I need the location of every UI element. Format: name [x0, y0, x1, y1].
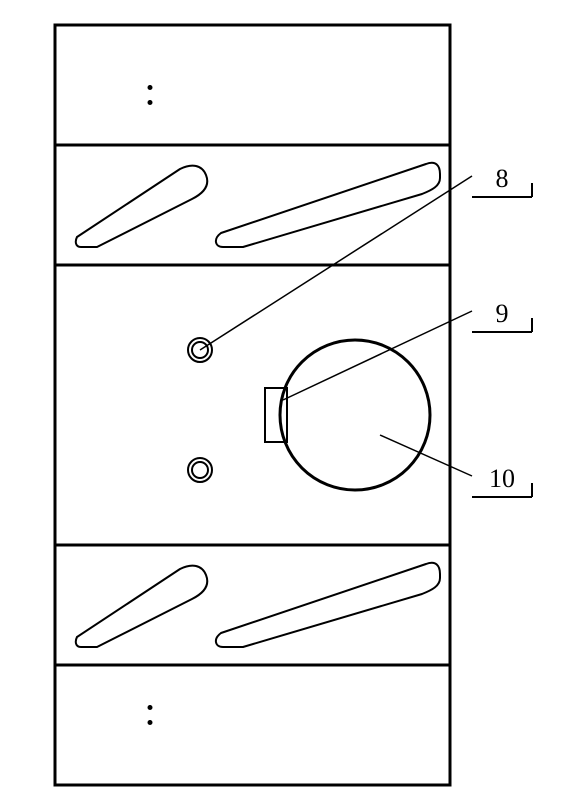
center-dot-top-upper: [148, 85, 153, 90]
callout-label-8: 8: [496, 164, 509, 193]
center-dot-bottom-upper: [148, 705, 153, 710]
center-dot-top-lower: [148, 100, 153, 105]
callout-label-9: 9: [496, 299, 509, 328]
engineering-diagram: 8 9 10: [0, 0, 571, 808]
canvas-bg: [0, 0, 571, 808]
callout-label-10: 10: [489, 464, 515, 493]
center-dot-bottom-lower: [148, 720, 153, 725]
